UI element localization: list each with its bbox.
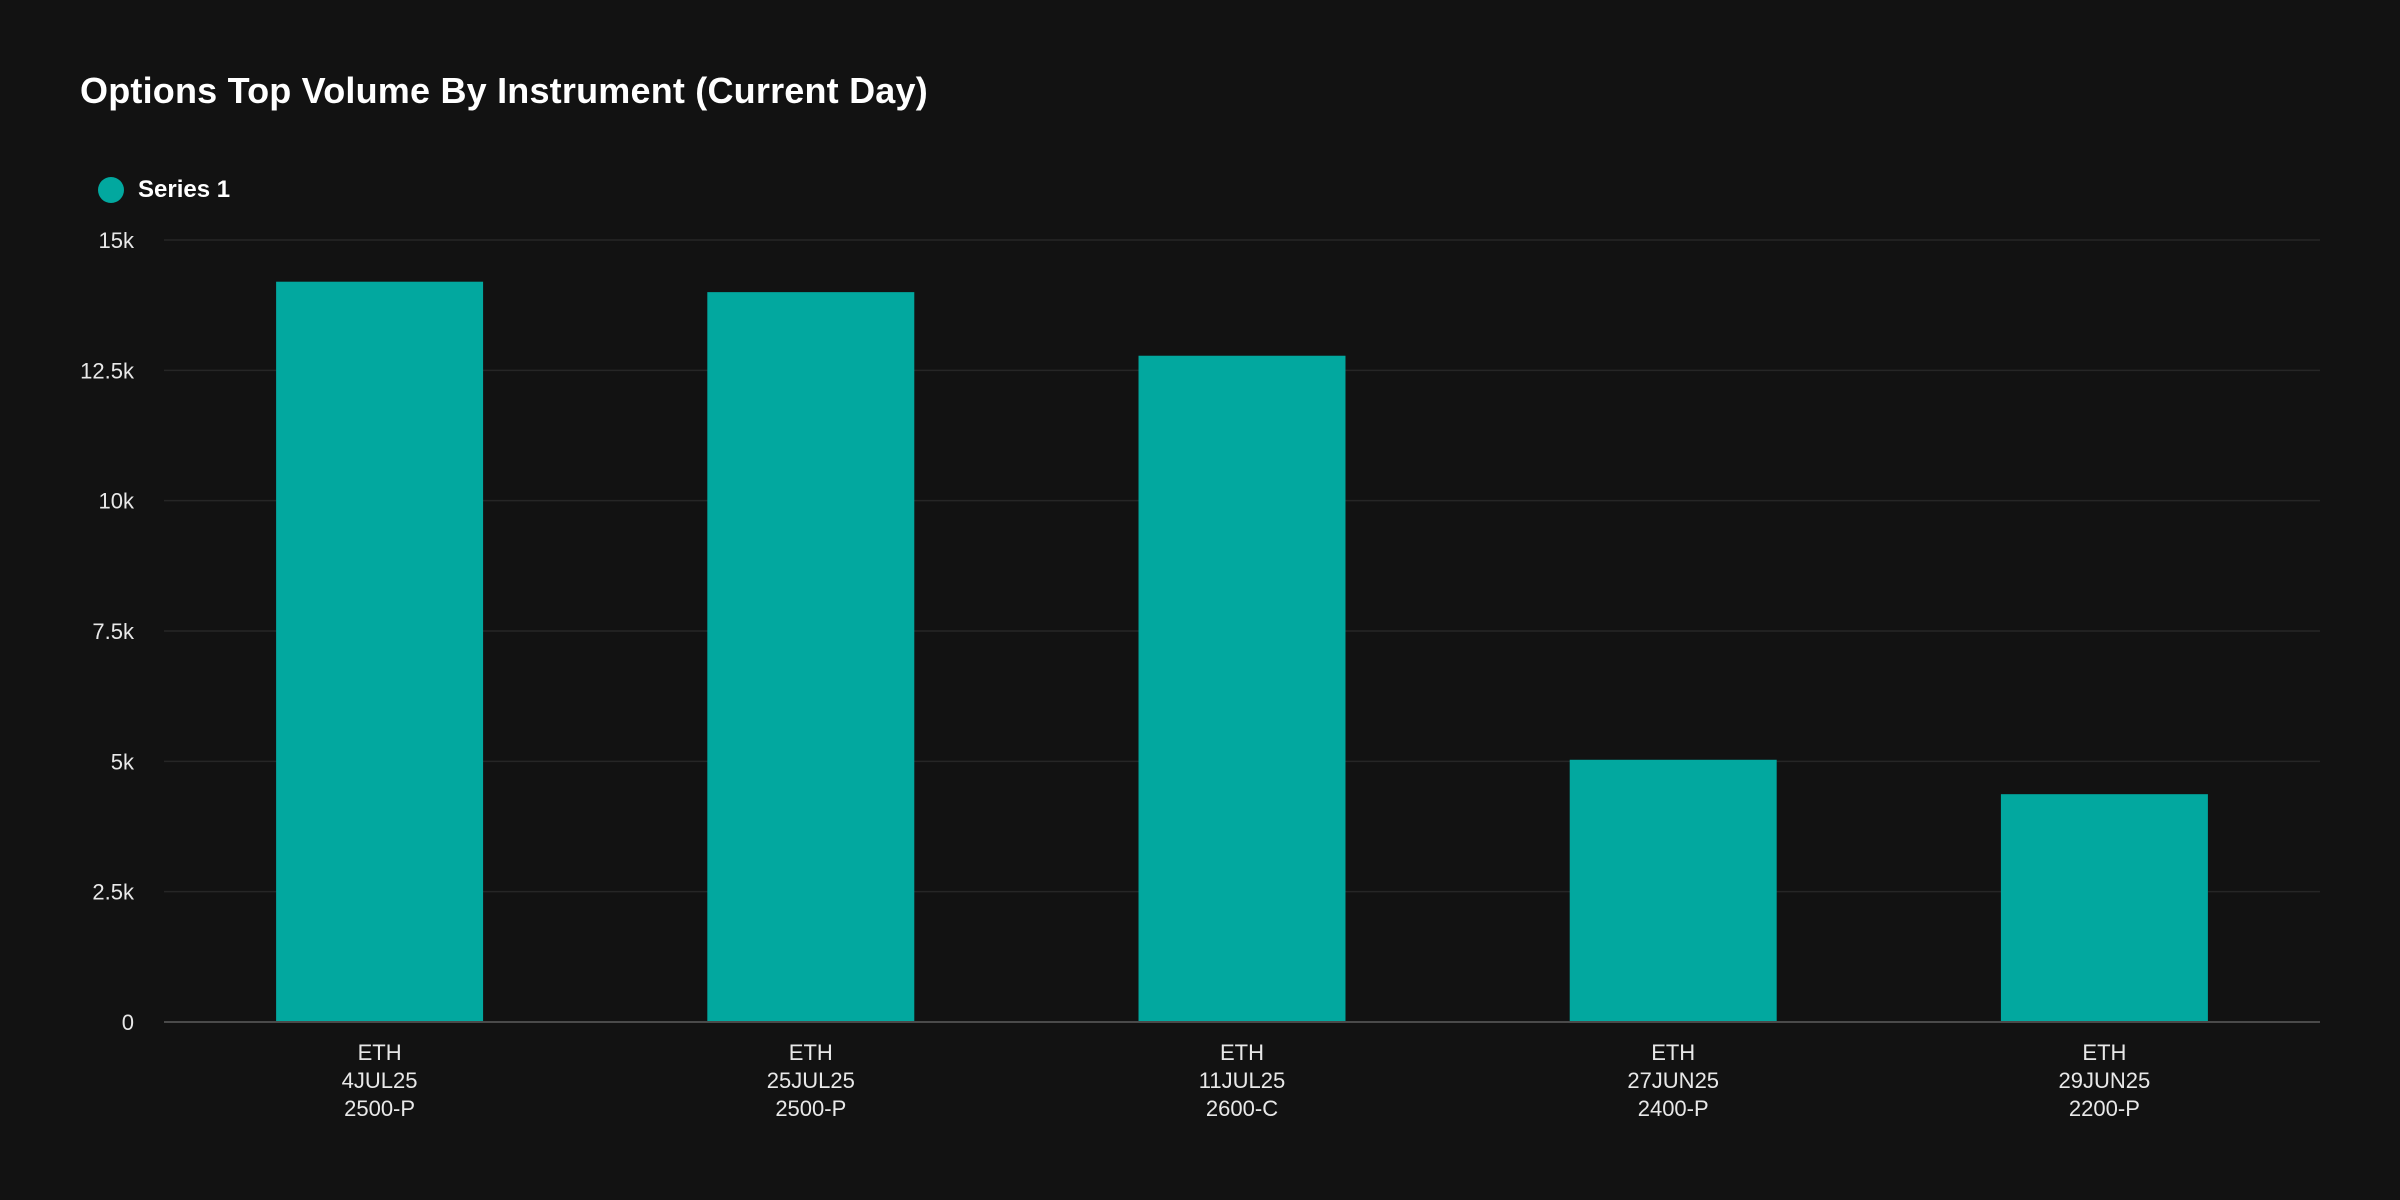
x-tick-label-line: 2500-P [344, 1096, 415, 1121]
x-tick-label-line: 2500-P [775, 1096, 846, 1121]
x-tick-label-line: 2400-P [1638, 1096, 1709, 1121]
x-tick-label-line: ETH [358, 1040, 402, 1065]
x-tick-label-line: 4JUL25 [342, 1068, 418, 1093]
bar[interactable] [2000, 794, 2208, 1022]
legend-label: Series 1 [138, 176, 231, 203]
y-tick-label: 5k [111, 749, 135, 774]
y-tick-label: 10k [99, 489, 135, 514]
y-tick-label: 2.5k [92, 880, 135, 905]
x-tick-label-line: ETH [2082, 1040, 2126, 1065]
x-tick-label-line: ETH [1220, 1040, 1264, 1065]
bar[interactable] [276, 281, 484, 1022]
y-tick-label: 7.5k [92, 619, 135, 644]
bar[interactable] [1569, 759, 1777, 1022]
x-tick-label-line: 29JUN25 [2059, 1068, 2151, 1093]
x-tick-label-line: 2200-P [2069, 1096, 2140, 1121]
x-axis-ticks: ETH 4JUL25 2500-P ETH 25JUL25 2500-P ETH 11JUL2… [342, 1040, 2151, 1121]
x-tick-label: ETH 29JUN25 2200-P [2059, 1040, 2151, 1121]
bar[interactable] [1138, 355, 1346, 1023]
x-tick-label: ETH 27JUN25 2400-P [1627, 1040, 1719, 1121]
x-tick-label: ETH 11JUL25 2600-C [1199, 1040, 1285, 1121]
y-tick-label: 15k [99, 228, 135, 253]
legend-swatch-icon [98, 177, 124, 203]
x-tick-label: ETH 4JUL25 2500-P [342, 1040, 418, 1121]
chart-title: Options Top Volume By Instrument (Curren… [80, 70, 928, 111]
x-tick-label: ETH 25JUL25 2500-P [767, 1040, 855, 1121]
legend[interactable]: Series 1 [98, 176, 230, 204]
y-axis-ticks: 0 2.5k 5k 7.5k 10k 12.5k 15k [80, 228, 135, 1035]
y-tick-label: 0 [122, 1010, 134, 1035]
x-tick-label-line: 25JUL25 [767, 1068, 855, 1093]
x-tick-label-line: 27JUN25 [1627, 1068, 1719, 1093]
x-tick-label-line: ETH [789, 1040, 833, 1065]
bar[interactable] [707, 292, 915, 1023]
x-tick-label-line: ETH [1651, 1040, 1695, 1065]
bars [276, 281, 2208, 1023]
y-tick-label: 12.5k [80, 358, 135, 383]
x-tick-label-line: 11JUL25 [1199, 1068, 1285, 1093]
x-tick-label-line: 2600-C [1206, 1096, 1278, 1121]
